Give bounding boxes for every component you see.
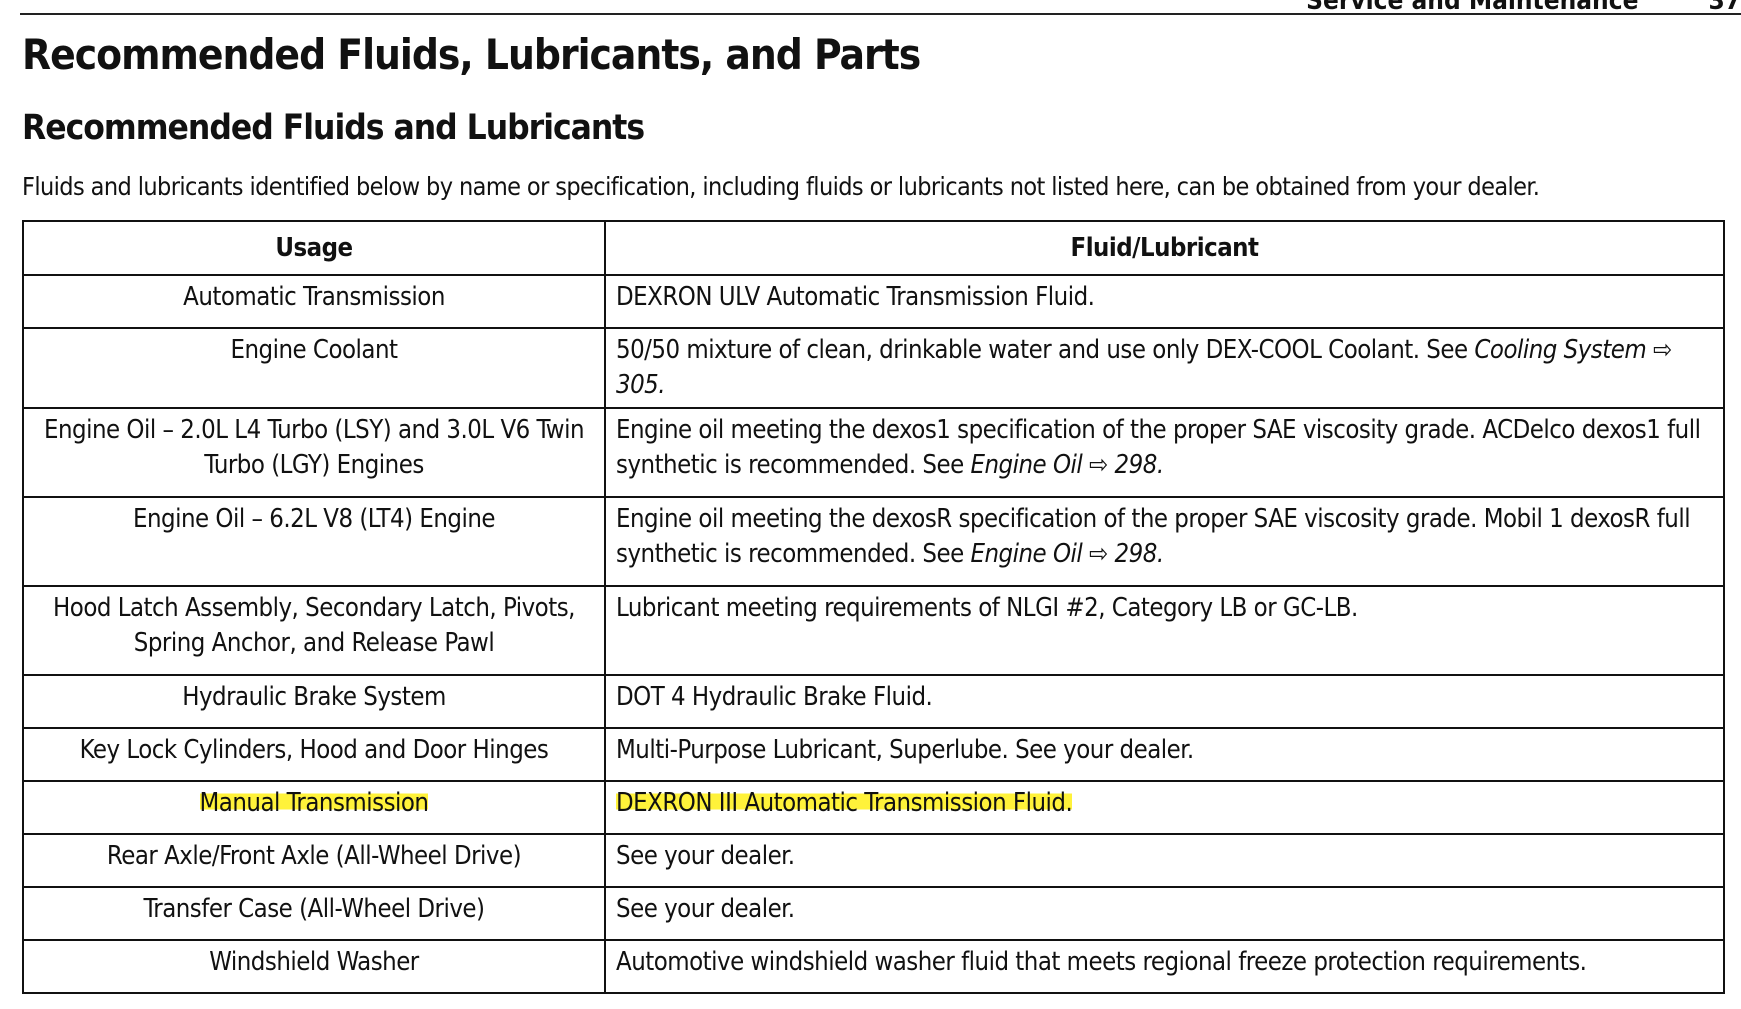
fluid-cell: Multi-Purpose Lubricant, Superlube. See …	[604, 727, 1725, 782]
fluid-cell: 50/50 mixture of clean, drinkable water …	[604, 327, 1725, 409]
page-reference: 298.	[1114, 539, 1165, 569]
top-rule	[20, 13, 1741, 15]
fluid-text: Engine oil meeting the dexos1 specificat…	[616, 415, 1701, 480]
fluid-cell: DEXRON ULV Automatic Transmission Fluid.	[604, 274, 1725, 329]
usage-text: Engine Oil – 6.2L V8 (LT4) Engine	[132, 504, 496, 534]
cross-reference: Engine Oil	[970, 450, 1083, 480]
fluid-cell: See your dealer.	[604, 833, 1725, 888]
fluid-text: See your dealer.	[616, 841, 795, 871]
fluid-text: Automotive windshield washer fluid that …	[616, 947, 1587, 977]
usage-cell: Key Lock Cylinders, Hood and Door Hinges	[22, 727, 606, 782]
fluid-text: DEXRON ULV Automatic Transmission Fluid.	[616, 282, 1095, 312]
title: Recommended Fluids, Lubricants, and Part…	[22, 30, 921, 79]
usage-cell: Engine Oil – 2.0L L4 Turbo (LSY) and 3.0…	[22, 407, 606, 498]
usage-text: Key Lock Cylinders, Hood and Door Hinges	[79, 735, 549, 765]
usage-cell: Manual Transmission	[22, 780, 606, 835]
table-row: Transfer Case (All-Wheel Drive) See your …	[22, 886, 1725, 941]
usage-cell: Hood Latch Assembly, Secondary Latch, Pi…	[22, 585, 606, 676]
usage-cell: Transfer Case (All-Wheel Drive)	[22, 886, 606, 941]
fluid-cell: DOT 4 Hydraulic Brake Fluid.	[604, 674, 1725, 729]
table-row: Hood Latch Assembly, Secondary Latch, Pi…	[22, 585, 1725, 676]
usage-text: Hood Latch Assembly, Secondary Latch, Pi…	[53, 593, 575, 658]
table-row: Windshield Washer Automotive windshield w…	[22, 939, 1725, 994]
fluid-cell: DEXRON III Automatic Transmission Fluid.	[604, 780, 1725, 835]
section-name: Service and Maintenance	[1306, 0, 1639, 16]
fluid-cell: Lubricant meeting requirements of NLGI #…	[604, 585, 1725, 676]
fluids-table: Usage Fluid/Lubricant Automatic Transmiss…	[22, 220, 1725, 994]
cross-reference: Engine Oil	[970, 539, 1083, 569]
usage-cell: Rear Axle/Front Axle (All-Wheel Drive)	[22, 833, 606, 888]
table-row: Manual Transmission DEXRON III Automatic …	[22, 780, 1725, 835]
usage-text: Engine Coolant	[230, 335, 398, 365]
fluid-cell: Engine oil meeting the dexosR specificat…	[604, 496, 1725, 587]
table-row: Automatic Transmission DEXRON ULV Automat…	[22, 274, 1725, 329]
fluid-text: Multi-Purpose Lubricant, Superlube. See …	[616, 735, 1194, 765]
table-row: Key Lock Cylinders, Hood and Door Hinges…	[22, 727, 1725, 782]
page-reference: 305.	[616, 370, 666, 400]
fluid-cell: Automotive windshield washer fluid that …	[604, 939, 1725, 994]
column-header: Usage	[22, 220, 606, 276]
page-number: 37	[1708, 0, 1741, 16]
usage-text: Engine Oil – 2.0L L4 Turbo (LSY) and 3.0…	[44, 415, 585, 480]
usage-cell: Windshield Washer	[22, 939, 606, 994]
fluid-text: See your dealer.	[616, 894, 795, 924]
column-header: Fluid/Lubricant	[604, 220, 1725, 276]
fluid-cell: See your dealer.	[604, 886, 1725, 941]
usage-cell: Engine Coolant	[22, 327, 606, 409]
usage-cell: Automatic Transmission	[22, 274, 606, 329]
fluid-text: Lubricant meeting requirements of NLGI #…	[616, 593, 1358, 623]
fluid-text: Engine oil meeting the dexosR specificat…	[616, 504, 1691, 569]
table-row: Engine Coolant 50/50 mixture of clean, dr…	[22, 327, 1725, 409]
usage-cell: Hydraulic Brake System	[22, 674, 606, 729]
fluid-text: 50/50 mixture of clean, drinkable water …	[616, 335, 1468, 365]
fluid-text: DOT 4 Hydraulic Brake Fluid.	[616, 682, 933, 712]
usage-cell: Engine Oil – 6.2L V8 (LT4) Engine	[22, 496, 606, 587]
usage-text: Windshield Washer	[209, 947, 419, 977]
cross-reference: Cooling System	[1474, 335, 1647, 365]
usage-text: Manual Transmission	[199, 788, 429, 818]
table-row: Hydraulic Brake System DOT 4 Hydraulic Br…	[22, 674, 1725, 729]
usage-text: Rear Axle/Front Axle (All-Wheel Drive)	[106, 841, 522, 871]
usage-text: Hydraulic Brake System	[182, 682, 446, 712]
usage-text: Automatic Transmission	[183, 282, 445, 312]
running-header: Service and Maintenance 37	[1306, 0, 1741, 16]
usage-text: Transfer Case (All-Wheel Drive)	[143, 894, 485, 924]
table-row: Engine Oil – 2.0L L4 Turbo (LSY) and 3.0…	[22, 407, 1725, 498]
subtitle: Recommended Fluids and Lubricants	[22, 108, 645, 148]
table-row: Rear Axle/Front Axle (All-Wheel Drive) Se…	[22, 833, 1725, 888]
intro: Fluids and lubricants identified below b…	[22, 172, 1540, 201]
fluid-cell: Engine oil meeting the dexos1 specificat…	[604, 407, 1725, 498]
page-reference: 298.	[1114, 450, 1165, 480]
fluid-text: DEXRON III Automatic Transmission Fluid.	[616, 788, 1073, 818]
table-row: Engine Oil – 6.2L V8 (LT4) Engine Engine …	[22, 496, 1725, 587]
